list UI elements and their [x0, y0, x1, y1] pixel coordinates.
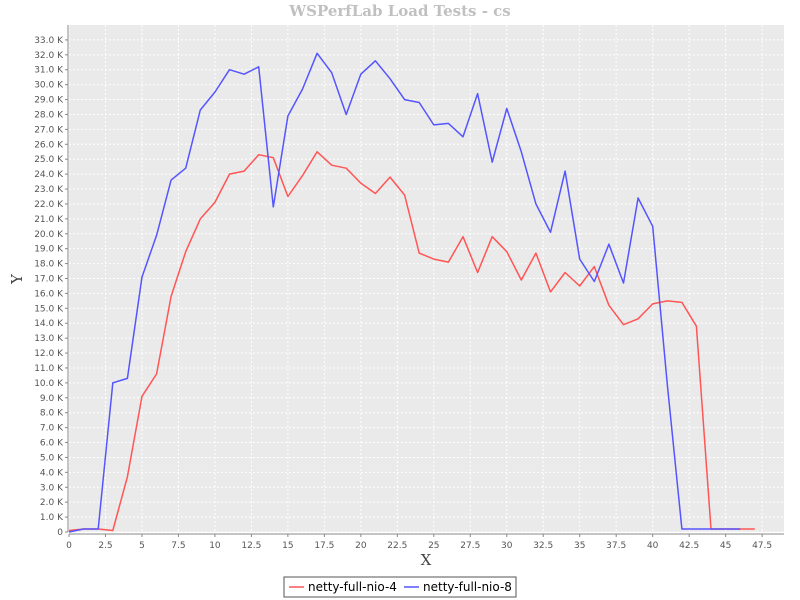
x-tick-label: 10 — [209, 541, 221, 551]
x-tick-label: 27.5 — [460, 541, 480, 551]
x-axis-label: X — [421, 551, 432, 569]
y-tick-label: 2.0 K — [40, 498, 64, 508]
y-tick-label: 18.0 K — [34, 260, 64, 270]
chart-title: WSPerfLab Load Tests - cs — [288, 2, 510, 20]
x-tick-label: 32.5 — [533, 541, 553, 551]
x-tick-label: 47.5 — [752, 541, 772, 551]
y-tick-label: 6.0 K — [40, 439, 64, 449]
x-tick-label: 12.5 — [241, 541, 261, 551]
x-tick-label: 45 — [720, 541, 731, 551]
x-tick-label: 35 — [574, 541, 585, 551]
x-tick-label: 5 — [139, 541, 145, 551]
y-tick-label: 15.0 K — [34, 304, 64, 314]
x-tick-label: 0 — [66, 541, 72, 551]
x-tick-label: 7.5 — [171, 541, 185, 551]
x-tick-label: 2.5 — [98, 541, 112, 551]
y-tick-label: 0 — [57, 528, 63, 538]
y-tick-label: 14.0 K — [34, 319, 64, 329]
y-tick-label: 20.0 K — [34, 230, 64, 240]
y-tick-label: 16.0 K — [34, 289, 64, 299]
legend-label-netty-full-nio-4: netty-full-nio-4 — [308, 580, 397, 594]
x-tick-label: 22.5 — [387, 541, 407, 551]
x-tick-label: 42.5 — [679, 541, 699, 551]
y-tick-label: 12.0 K — [34, 349, 64, 359]
y-tick-label: 1.0 K — [40, 513, 64, 523]
x-tick-label: 40 — [647, 541, 659, 551]
y-tick-label: 29.0 K — [34, 96, 64, 106]
y-tick-label: 32.0 K — [34, 51, 64, 61]
series-line-netty-full-nio-8 — [68, 52, 741, 533]
y-tick-label: 7.0 K — [40, 424, 64, 434]
legend-box — [283, 576, 517, 598]
axes: 0 1.0 K 2.0 K 3.0 K 4.0 K 5.0 K 6.0 K 7.0 K 8.0 … — [34, 25, 784, 551]
series-line-netty-full-nio-4 — [68, 151, 755, 532]
legend-label-netty-full-nio-8: netty-full-nio-8 — [423, 580, 512, 594]
y-tick-label: 17.0 K — [34, 275, 64, 285]
y-tick-label: 31.0 K — [34, 66, 64, 76]
series-lines — [68, 52, 755, 533]
x-tick-label: 30 — [501, 541, 513, 551]
y-tick-label: 5.0 K — [40, 453, 64, 463]
y-tick-label: 10.0 K — [34, 379, 64, 389]
y-tick-label: 19.0 K — [34, 245, 64, 255]
y-tick-label: 8.0 K — [40, 409, 64, 419]
y-tick-label: 3.0 K — [40, 483, 64, 493]
y-tick-label: 24.0 K — [34, 170, 64, 180]
y-tick-label: 26.0 K — [34, 140, 64, 150]
x-tick-label: 37.5 — [606, 541, 626, 551]
y-tick-label: 11.0 K — [34, 364, 64, 374]
y-tick-label: 33.0 K — [34, 36, 64, 46]
y-tick-label: 30.0 K — [34, 81, 64, 91]
y-tick-label: 25.0 K — [34, 155, 64, 165]
y-axis-label: Y — [8, 273, 26, 285]
y-tick-label: 21.0 K — [34, 215, 64, 225]
y-tick-label: 23.0 K — [34, 185, 64, 195]
y-tick-label: 13.0 K — [34, 334, 64, 344]
legend: netty-full-nio-4 netty-full-nio-8 — [283, 576, 517, 598]
x-tick-label: 17.5 — [314, 541, 334, 551]
y-tick-label: 22.0 K — [34, 200, 64, 210]
x-tick-label: 20 — [355, 541, 367, 551]
x-tick-label: 25 — [428, 541, 439, 551]
x-tick-label: 15 — [282, 541, 293, 551]
y-tick-label: 9.0 K — [40, 394, 64, 404]
y-tick-label: 28.0 K — [34, 110, 64, 120]
y-tick-label: 4.0 K — [40, 468, 64, 478]
y-tick-label: 27.0 K — [34, 125, 64, 135]
